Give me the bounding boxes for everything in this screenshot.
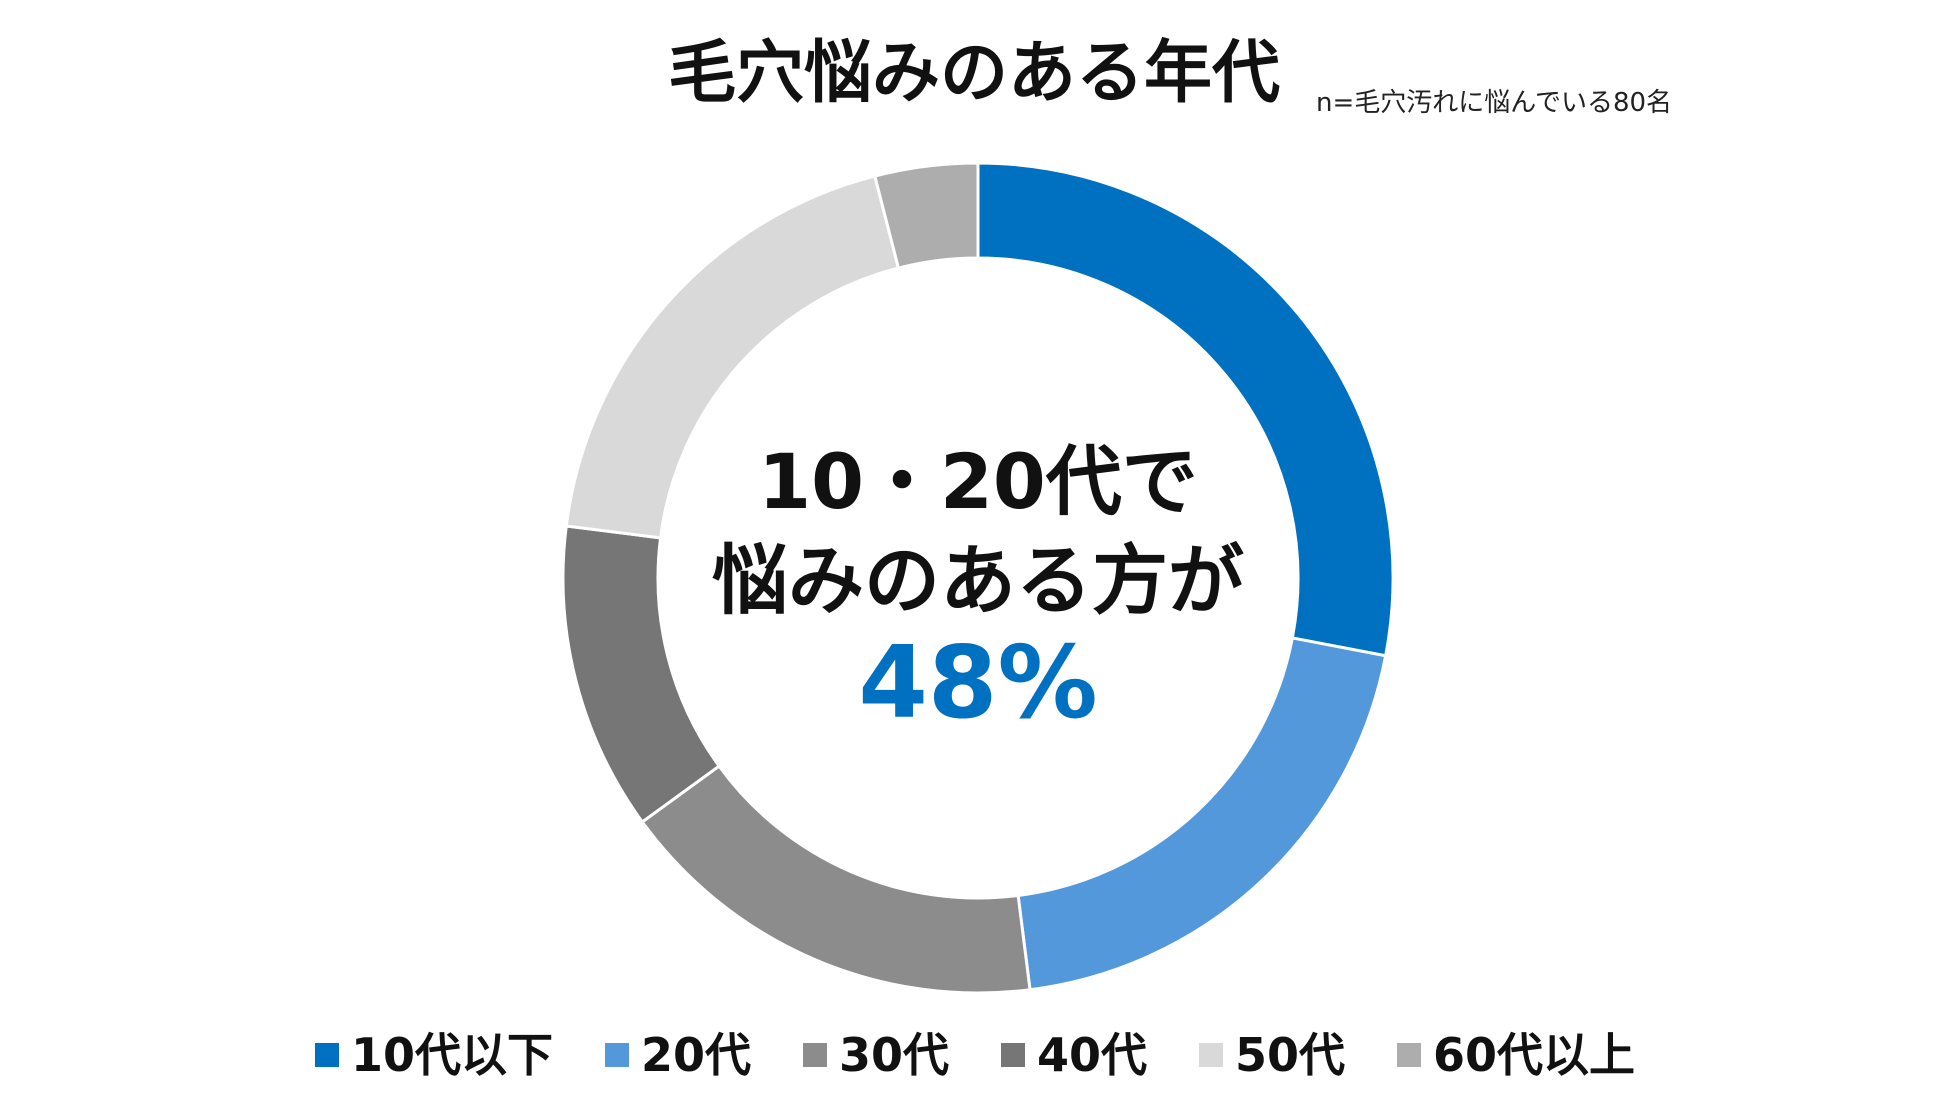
legend-swatch-1	[314, 1043, 339, 1067]
donut-slice-1	[976, 161, 1395, 658]
legend-label-4: 40代	[1037, 1028, 1148, 1082]
legend-label-1: 10代以下	[350, 1028, 553, 1082]
legend-label-6: 60代以上	[1433, 1028, 1636, 1082]
donut-slice-6	[872, 161, 980, 270]
donut-slice-3	[640, 763, 1032, 995]
legend-label-3: 30代	[838, 1028, 949, 1082]
legend-swatch-5	[1199, 1043, 1224, 1067]
legend-swatch-4	[1001, 1043, 1025, 1067]
donut-slice-4	[561, 524, 722, 825]
chart-subtitle: n=毛穴汚れに悩んでいる80名	[1316, 88, 1673, 118]
legend-swatch-6	[1397, 1043, 1422, 1067]
center-text-line2: 悩みのある方が	[712, 536, 1244, 625]
legend-item-1: 10代以下	[314, 1028, 553, 1082]
center-highlight-percent: 48%	[858, 624, 1097, 741]
legend-swatch-2	[604, 1043, 629, 1067]
center-text-line1: 10・20代で	[758, 437, 1198, 526]
donut-slices	[561, 161, 1395, 995]
legend-item-6: 60代以上	[1397, 1032, 1635, 1078]
chart-legend: 10代以下 20代 30代 40代 50代 60代以上	[0, 1020, 1950, 1090]
legend-item-2: 20代	[604, 1028, 751, 1082]
chart-title: 毛穴悩みのある年代	[668, 34, 1281, 113]
legend-item-3: 30代	[802, 1028, 949, 1082]
legend-item-4: 40代	[1001, 1032, 1147, 1078]
legend-label-2: 20代	[640, 1028, 751, 1082]
legend-label-5: 50代	[1235, 1028, 1346, 1082]
legend-item-5: 50代	[1199, 1032, 1345, 1078]
legend-swatch-3	[802, 1043, 827, 1067]
